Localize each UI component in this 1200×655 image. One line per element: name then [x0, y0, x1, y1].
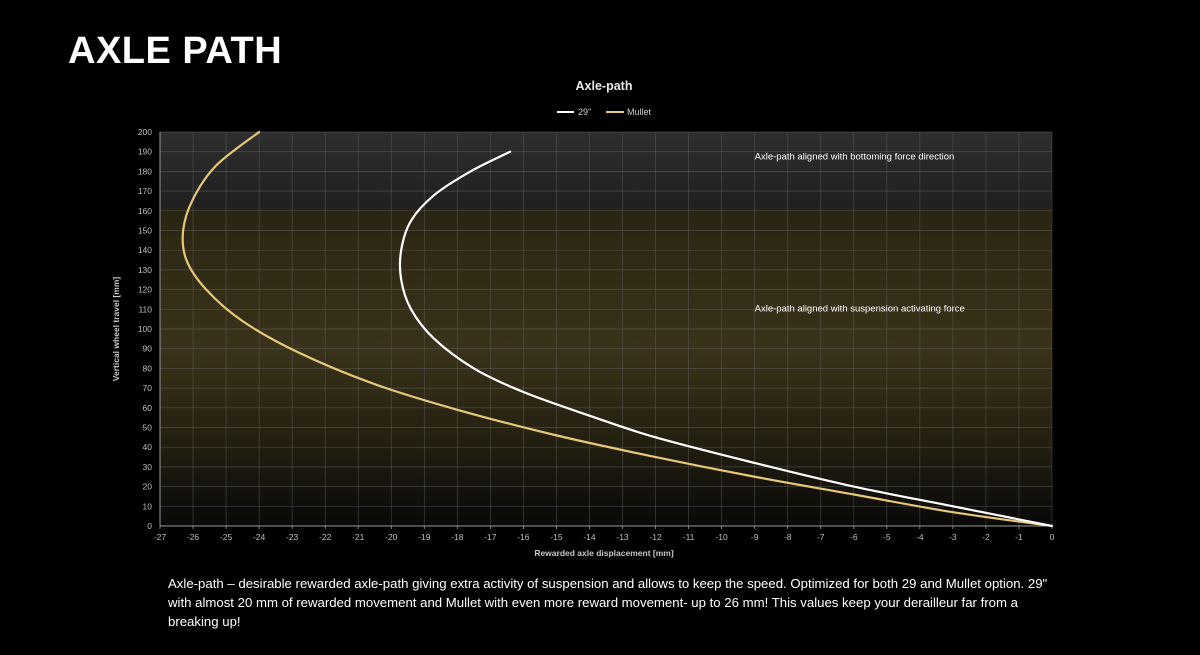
x-tick-labels: -27 -26 -25 -24 -23 -22 -21 -20 -19 -18 -17 -16 -15-… [154, 526, 1055, 542]
y-tick-labels: 0 10 20 30 40 50 60 70 80 90 100 110 120 130 140 150 160… [138, 127, 152, 531]
y-tick-label: 50 [143, 423, 153, 433]
page-title: AXLE PATH [68, 30, 283, 72]
x-tick-label: -13 [616, 532, 629, 542]
x-tick-label: -12 [649, 532, 662, 542]
x-tick-label: -4 [916, 532, 924, 542]
y-tick-label: 0 [147, 521, 152, 531]
y-tick-label: 170 [138, 186, 152, 196]
y-tick-label: 160 [138, 206, 152, 216]
x-tick-label: -10 [715, 532, 728, 542]
legend: 29" Mullet [557, 107, 652, 117]
y-tick-label: 120 [138, 285, 152, 295]
x-tick-label: -8 [784, 532, 792, 542]
x-tick-label: -7 [817, 532, 825, 542]
series-lines [181, 130, 1054, 528]
y-tick-label: 180 [138, 166, 152, 176]
x-tick-label: -9 [751, 532, 759, 542]
x-tick-label: -18 [451, 532, 464, 542]
x-tick-label: -25 [220, 532, 233, 542]
y-tick-label: 150 [138, 226, 152, 236]
x-tick-label: -5 [883, 532, 891, 542]
x-tick-label: -20 [385, 532, 398, 542]
axes [159, 132, 1052, 527]
y-tick-label: 70 [143, 383, 153, 393]
x-tick-label: -1 [1015, 532, 1023, 542]
y-tick-label: 200 [138, 127, 152, 137]
x-tick-label: -24 [253, 532, 266, 542]
y-tick-label: 190 [138, 147, 152, 157]
x-tick-label: -6 [850, 532, 858, 542]
y-tick-label: 130 [138, 265, 152, 275]
x-tick-label: -3 [949, 532, 957, 542]
y-axis-label: Vertical wheel travel [mm] [111, 277, 121, 382]
annotations: Axle-path aligned with bottoming force d… [755, 152, 965, 315]
y-tick-label: 140 [138, 245, 152, 255]
x-tick-label: -2 [982, 532, 990, 542]
legend-label-mullet: Mullet [627, 107, 652, 117]
x-tick-label: -26 [187, 532, 200, 542]
series-line-29 [398, 150, 1054, 528]
annotation-activating-force: Axle-path aligned with suspension activa… [755, 303, 965, 314]
y-tick-label: 60 [143, 403, 153, 413]
x-axis-label: Rewarded axle displacement [mm] [534, 548, 674, 558]
x-tick-label: -17 [484, 532, 497, 542]
x-tick-label: -27 [154, 532, 167, 542]
y-tick-label: 10 [143, 501, 153, 511]
x-tick-label: -15 [550, 532, 563, 542]
x-tick-label: -16 [517, 532, 530, 542]
x-tick-label: 0 [1050, 532, 1055, 542]
x-tick-label: -14 [583, 532, 596, 542]
y-tick-label: 90 [143, 344, 153, 354]
x-tick-label: -22 [319, 532, 332, 542]
annotation-bottoming-force: Axle-path aligned with bottoming force d… [755, 152, 955, 163]
y-tick-label: 30 [143, 462, 153, 472]
description-text: Axle-path – desirable rewarded axle-path… [168, 576, 1048, 629]
y-tick-label: 20 [143, 482, 153, 492]
series-line-mullet [181, 130, 1054, 528]
y-tick-label: 100 [138, 324, 152, 334]
x-tick-label: -11 [683, 532, 695, 542]
chart-title: Axle-path [576, 79, 633, 93]
axle-path-chart: -27 -26 -25 -24 -23 -22 -21 -20 -19 -18 -17 -16 -15-… [111, 79, 1055, 558]
y-tick-label: 110 [138, 304, 152, 314]
x-tick-label: -21 [352, 532, 365, 542]
legend-label-29: 29" [578, 107, 591, 117]
chart-container: -27 -26 -25 -24 -23 -22 -21 -20 -19 -18 -17 -16 -15-… [111, 79, 1055, 558]
grid-lines [159, 131, 1053, 527]
x-tick-label: -19 [418, 532, 431, 542]
x-tick-label: -23 [286, 532, 299, 542]
y-tick-label: 40 [143, 442, 153, 452]
y-tick-label: 80 [143, 363, 153, 373]
